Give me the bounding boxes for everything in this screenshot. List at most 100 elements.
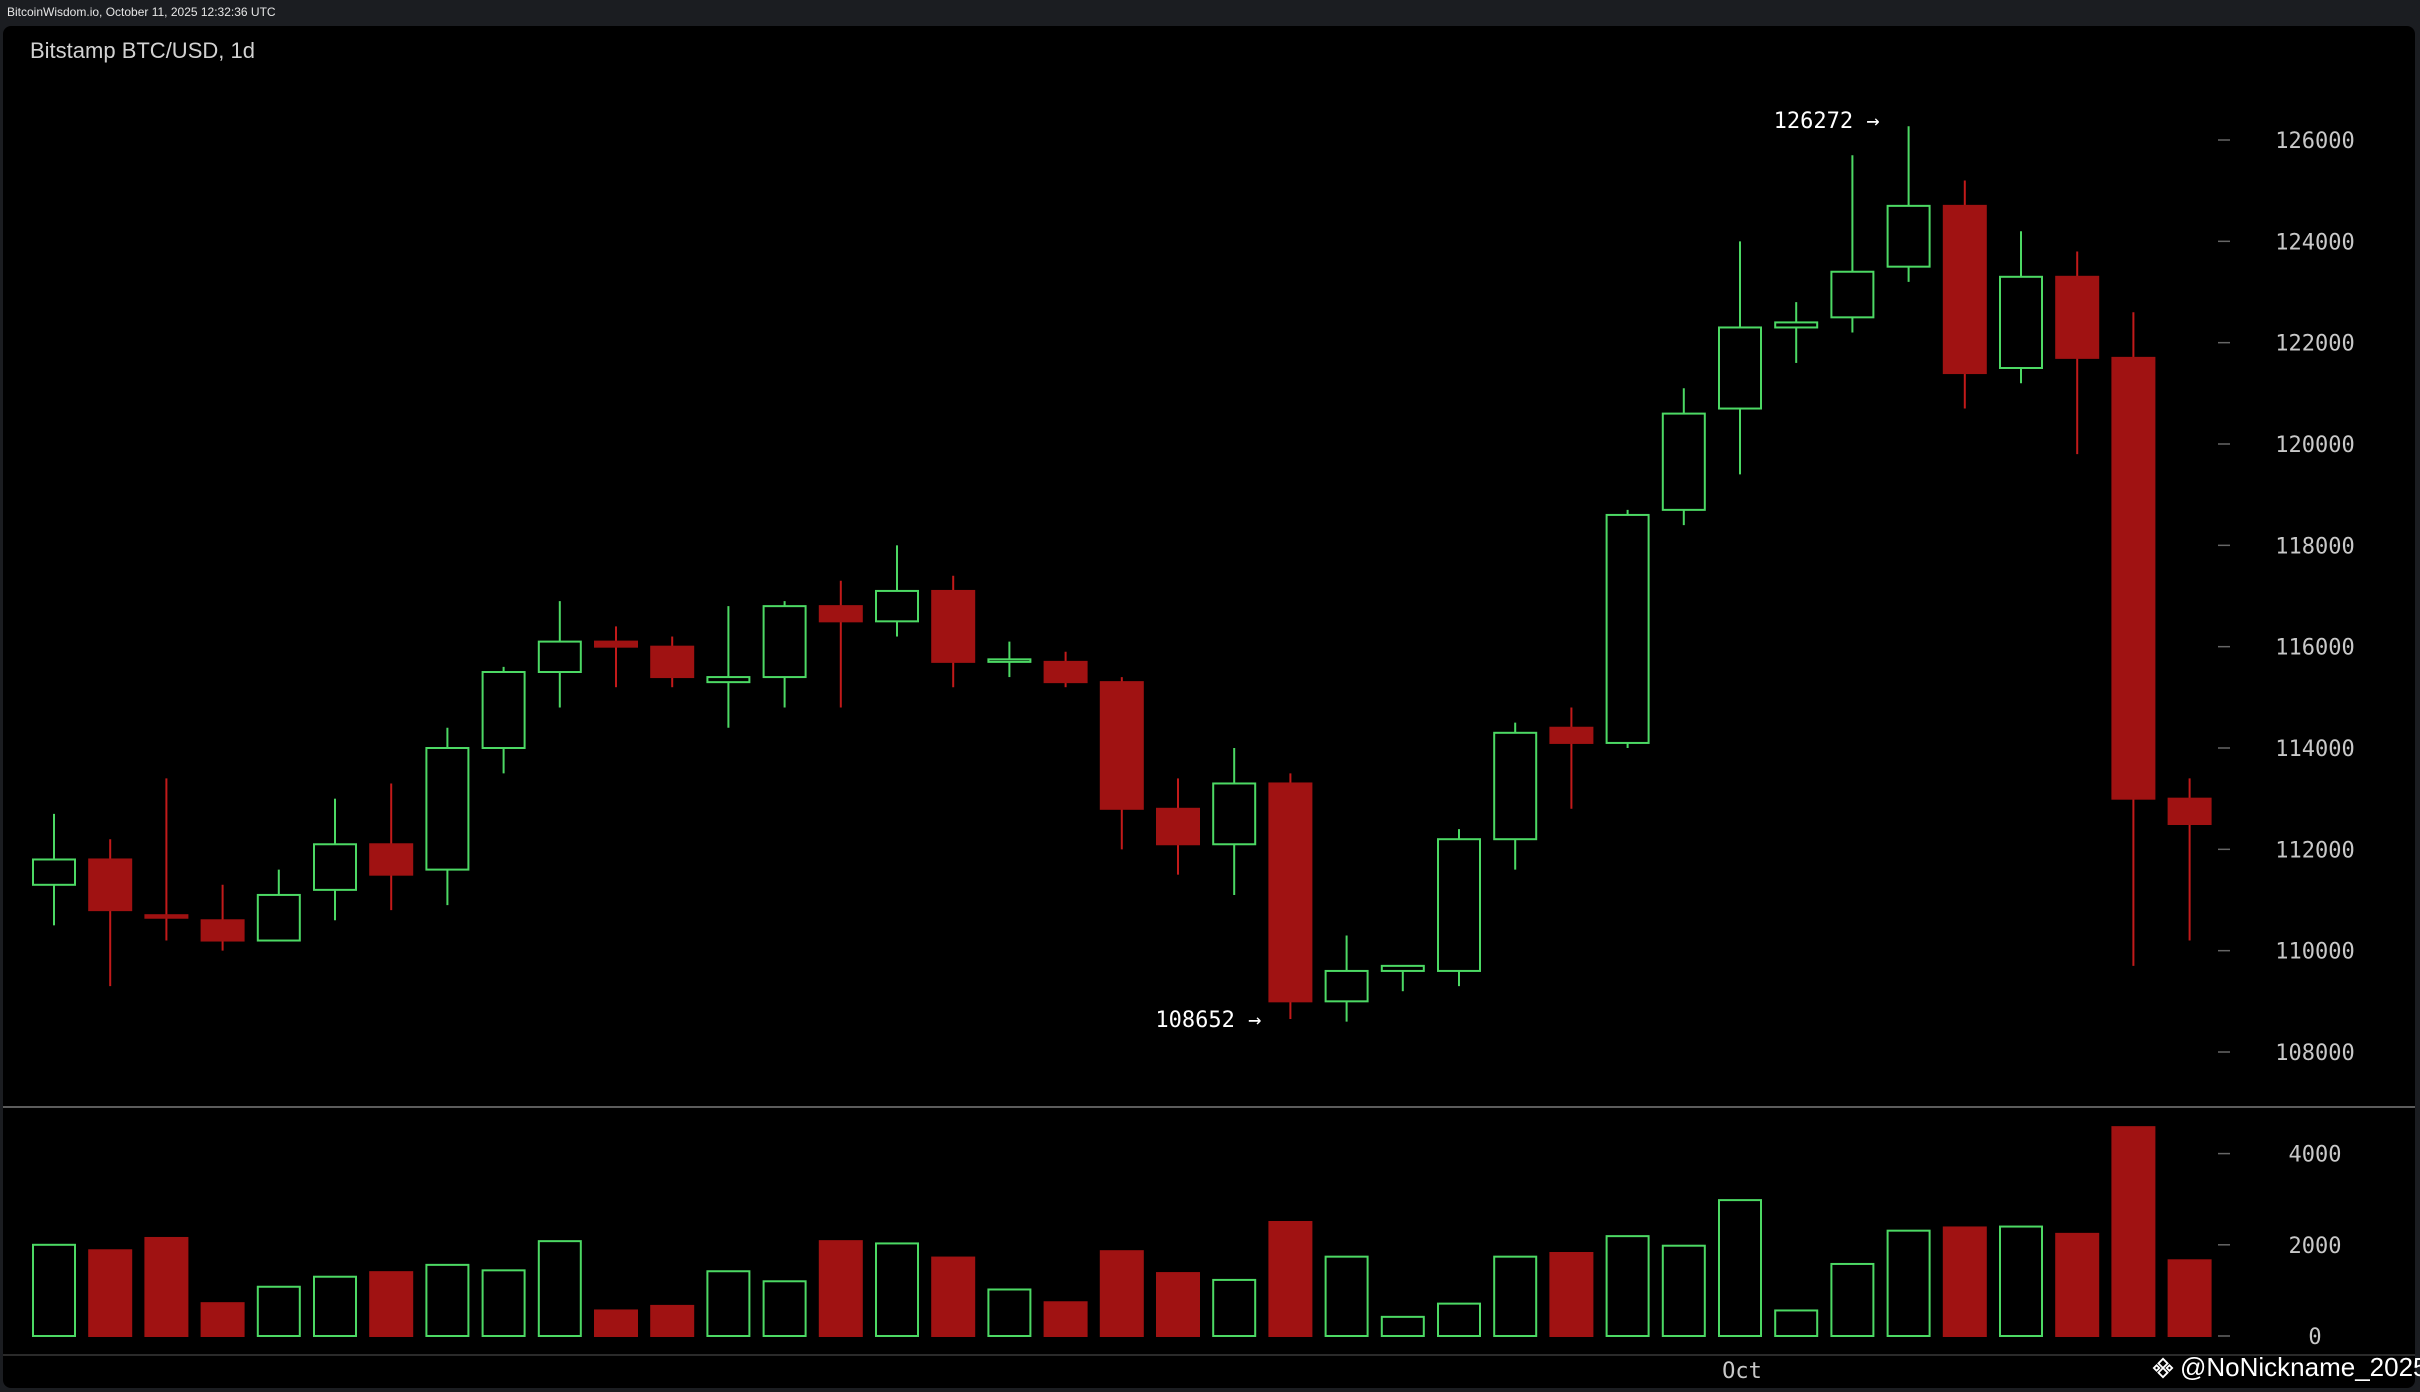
candle-body [88,858,133,912]
candle-up[interactable] [1380,964,1425,992]
volume-bar-up[interactable] [1999,1225,2043,1338]
candle-down[interactable] [650,636,695,688]
annotations-group: 126272 → 108652 → [1155,109,1879,1033]
volume-bar-up[interactable] [1718,1199,1762,1338]
candle-up[interactable] [1212,748,1257,895]
volume-bar-up[interactable] [1212,1278,1257,1337]
volume-bar-up[interactable] [425,1263,470,1338]
volume-bar-up[interactable] [1324,1255,1369,1338]
candlestick-chart[interactable]: Bitstamp BTC/USD, 1d 1260001240001220001… [3,26,2415,1388]
volume-bar-down[interactable] [369,1271,414,1338]
volume-bar-down[interactable] [1942,1226,1987,1338]
volume-bar-up[interactable] [1380,1315,1425,1338]
volume-bar-up[interactable] [1661,1244,1706,1338]
volume-bar-up[interactable] [1437,1302,1481,1338]
volume-bar-up[interactable] [313,1275,357,1337]
volume-axis: 4000 2000 0 [2218,1143,2341,1350]
volume-bar-up[interactable] [875,1242,919,1338]
volume-bar-up[interactable] [1886,1229,1931,1337]
candle-down[interactable] [2167,778,2212,941]
candle-up[interactable] [1718,241,1762,475]
volume-bar-up[interactable] [1830,1262,1875,1338]
candle-down[interactable] [1156,778,1200,875]
volume-bar-down[interactable] [650,1304,695,1338]
candle-down[interactable] [369,783,414,911]
candle-down[interactable] [931,575,976,688]
candle-up[interactable] [481,666,526,774]
candle-up[interactable] [1774,302,1819,363]
volume-bars-group [32,1126,2212,1338]
volume-bar-down[interactable] [144,1236,189,1337]
candle-body [200,919,245,942]
candle-up[interactable] [537,601,582,708]
candle-down[interactable] [1942,180,1987,409]
price-tick-label: 114000 [2275,737,2354,762]
candle-body [1661,412,1706,511]
candle-down[interactable] [1099,677,1144,850]
candle-down[interactable] [1043,651,1088,688]
candle-up[interactable] [1830,155,1875,333]
volume-bar-down[interactable] [1099,1250,1144,1337]
candle-body [2167,797,2212,826]
volume-bar-down[interactable] [1156,1272,1200,1338]
candle-down[interactable] [200,884,245,951]
candle-down[interactable] [594,626,638,688]
volume-bar-up[interactable] [256,1285,301,1337]
candle-down[interactable] [818,580,863,708]
volume-tick-label: 0 [2308,1325,2321,1350]
candle-down[interactable] [144,778,189,941]
price-tick-label: 122000 [2275,332,2354,357]
volume-bar-down[interactable] [2055,1232,2100,1337]
volume-bar-up[interactable] [1493,1255,1538,1338]
candle-up[interactable] [1605,509,1650,749]
candle-body [1718,326,1762,410]
candle-up[interactable] [987,641,1032,678]
volume-bar-down[interactable] [88,1249,133,1337]
volume-bar-up[interactable] [537,1240,582,1337]
candle-down[interactable] [2055,251,2100,455]
candle-up[interactable] [1886,126,1931,282]
candle-up[interactable] [1493,722,1538,870]
candle-down[interactable] [88,839,133,987]
volume-bar-down[interactable] [594,1309,638,1337]
candle-body [987,658,1032,663]
candle-up[interactable] [706,606,751,728]
candle-body [1886,204,1931,268]
candle-up[interactable] [1661,388,1706,526]
volume-bar-down[interactable] [2111,1126,2156,1337]
candle-down[interactable] [1549,707,1594,809]
volume-bar-down[interactable] [200,1302,245,1337]
candle-body [762,605,807,679]
candle-up[interactable] [875,545,919,637]
volume-bar-up[interactable] [987,1288,1032,1338]
candle-up[interactable] [1324,935,1369,1022]
candle-up[interactable] [1999,231,2043,384]
candle-body [313,843,357,891]
volume-bar-down[interactable] [931,1256,976,1337]
price-tick-label: 108000 [2275,1041,2354,1066]
volume-bar-up[interactable] [762,1280,807,1338]
volume-bar-up[interactable] [706,1270,751,1338]
volume-bar-up[interactable] [1605,1235,1650,1337]
candle-up[interactable] [313,798,357,921]
volume-bar-down[interactable] [1268,1221,1313,1337]
volume-bar-down[interactable] [818,1240,863,1337]
candle-up[interactable] [425,727,470,906]
volume-bar-down[interactable] [1549,1252,1594,1338]
candle-body [481,671,526,750]
volume-bar-up[interactable] [481,1269,526,1338]
volume-bar-up[interactable] [1774,1309,1819,1337]
candle-up[interactable] [256,869,301,942]
candle-down[interactable] [1268,773,1313,1019]
candle-up[interactable] [1437,829,1481,987]
candle-down[interactable] [2111,312,2156,966]
volume-bar-down[interactable] [1043,1301,1088,1337]
candle-up[interactable] [762,601,807,708]
candle-up[interactable] [32,813,76,926]
watermark-text: @NoNickname_2025 [2180,1352,2420,1382]
volume-bar-up[interactable] [32,1243,76,1338]
candle-body [144,914,189,919]
volume-bar-down[interactable] [2167,1259,2212,1337]
candle-body [32,858,76,886]
candle-body [425,747,470,871]
